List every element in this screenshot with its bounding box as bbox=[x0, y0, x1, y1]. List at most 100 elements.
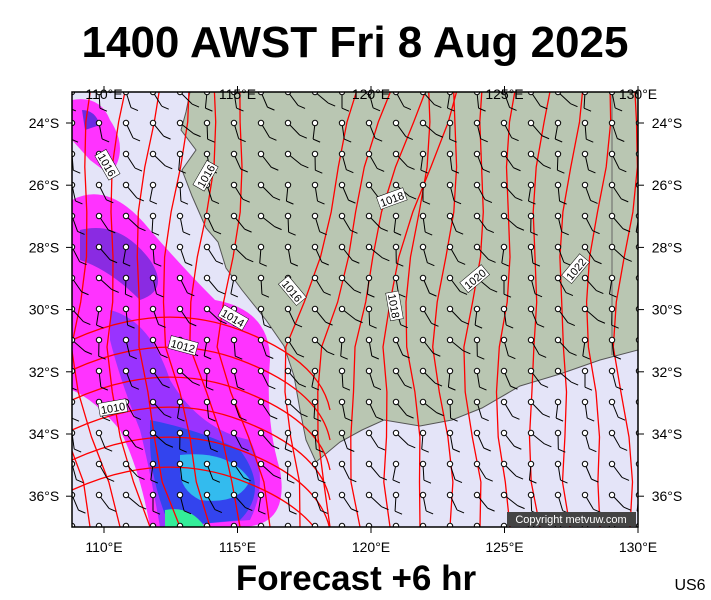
barb-flag bbox=[436, 412, 444, 417]
barb-flag bbox=[73, 448, 82, 453]
barb-station bbox=[608, 212, 616, 220]
barb-station bbox=[473, 522, 481, 527]
isobar bbox=[405, 92, 431, 527]
barb-station bbox=[257, 150, 265, 158]
barb-station bbox=[608, 243, 616, 251]
barb-station bbox=[284, 429, 292, 437]
barb-station bbox=[608, 119, 616, 127]
barb-flag bbox=[586, 417, 595, 422]
barb-station bbox=[338, 460, 346, 468]
barb-flag bbox=[269, 136, 277, 141]
barb-flag bbox=[516, 226, 525, 231]
barb-flag bbox=[245, 507, 253, 512]
barb-flag bbox=[207, 138, 215, 143]
label-box bbox=[561, 253, 590, 284]
barb-flag bbox=[479, 386, 487, 391]
barb-station bbox=[392, 491, 400, 499]
barb-station bbox=[635, 398, 638, 406]
barb-station bbox=[203, 243, 211, 251]
barb-flag bbox=[433, 352, 441, 357]
barb-staff bbox=[449, 525, 452, 527]
barb-station bbox=[500, 181, 508, 189]
barb-station bbox=[203, 398, 211, 406]
barb-staff bbox=[639, 464, 652, 475]
barb-flag bbox=[96, 324, 104, 329]
barb-flag bbox=[263, 324, 272, 329]
barb-flag bbox=[424, 231, 433, 236]
barb-station bbox=[176, 274, 184, 282]
barb-flag bbox=[404, 384, 412, 389]
barb-flag bbox=[316, 448, 324, 453]
barb-flag bbox=[613, 355, 622, 360]
barb-station bbox=[203, 429, 211, 437]
barb-flag bbox=[193, 133, 201, 138]
barb-station bbox=[446, 522, 454, 527]
barb-flag bbox=[347, 448, 355, 452]
barb-flag bbox=[582, 355, 591, 360]
barb-station bbox=[230, 212, 238, 220]
barb-station bbox=[284, 336, 292, 344]
barb-flag bbox=[73, 169, 81, 174]
barb-flag bbox=[138, 227, 146, 232]
barb-station bbox=[473, 119, 481, 127]
barb-flag bbox=[542, 413, 551, 418]
lon-label: 130°E bbox=[619, 86, 657, 102]
barb-staff bbox=[314, 525, 317, 527]
barb-flag bbox=[298, 383, 307, 388]
barb-flag bbox=[301, 164, 309, 169]
isobar bbox=[350, 92, 426, 527]
barb-flag bbox=[463, 350, 471, 355]
barb-flag bbox=[156, 293, 164, 298]
barb-flag bbox=[382, 257, 390, 262]
barb-station bbox=[176, 150, 184, 158]
barb-flag bbox=[152, 510, 161, 515]
barb-station bbox=[365, 119, 373, 127]
barb-station bbox=[581, 336, 589, 344]
barb-station bbox=[554, 119, 562, 127]
barb-flag bbox=[449, 138, 457, 143]
barb-station bbox=[95, 460, 103, 468]
barb-station bbox=[365, 398, 373, 406]
lat-label: 36°S bbox=[29, 488, 60, 504]
barb-staff bbox=[287, 525, 289, 527]
barb-station bbox=[473, 150, 481, 158]
barb-flag bbox=[319, 231, 327, 236]
barb-flag bbox=[408, 195, 417, 200]
barb-flag bbox=[290, 262, 299, 267]
barb-station bbox=[608, 460, 616, 468]
barb-flag bbox=[532, 262, 541, 267]
barb-station bbox=[635, 491, 638, 499]
barb-flag bbox=[296, 353, 305, 358]
barb-station bbox=[176, 429, 184, 437]
barb-station bbox=[284, 212, 292, 220]
barb-station bbox=[338, 336, 346, 344]
barb-station bbox=[149, 150, 157, 158]
barb-flag bbox=[567, 322, 576, 327]
barb-station bbox=[581, 181, 589, 189]
barb-station bbox=[257, 522, 265, 527]
barb-flag bbox=[76, 479, 84, 484]
barb-station bbox=[176, 212, 184, 220]
barb-flag bbox=[327, 351, 335, 356]
barb-station bbox=[176, 305, 184, 313]
barb-station bbox=[365, 212, 373, 220]
barb-station bbox=[338, 305, 346, 313]
barb-station bbox=[446, 181, 454, 189]
barb-station bbox=[149, 398, 157, 406]
barb-station bbox=[365, 181, 373, 189]
barb-flag bbox=[652, 475, 659, 478]
barb-flag bbox=[614, 107, 623, 112]
barb-station bbox=[149, 460, 157, 468]
barb-flag bbox=[615, 386, 624, 391]
barb-station bbox=[608, 181, 616, 189]
isobar bbox=[72, 316, 331, 411]
barb-station bbox=[257, 491, 265, 499]
barb-station bbox=[554, 491, 562, 499]
barb-flag bbox=[72, 417, 80, 422]
barb-station bbox=[635, 336, 638, 344]
barb-station bbox=[284, 367, 292, 375]
barb-station bbox=[608, 336, 616, 344]
barb-station bbox=[500, 522, 508, 527]
barb-flag bbox=[596, 290, 604, 295]
